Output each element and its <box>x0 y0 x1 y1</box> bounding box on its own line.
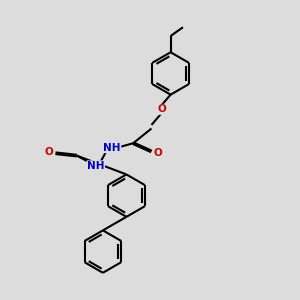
Text: O: O <box>158 104 166 114</box>
Text: NH: NH <box>103 142 121 153</box>
Text: NH: NH <box>87 161 105 171</box>
Text: O: O <box>154 148 162 158</box>
Text: O: O <box>45 147 53 157</box>
